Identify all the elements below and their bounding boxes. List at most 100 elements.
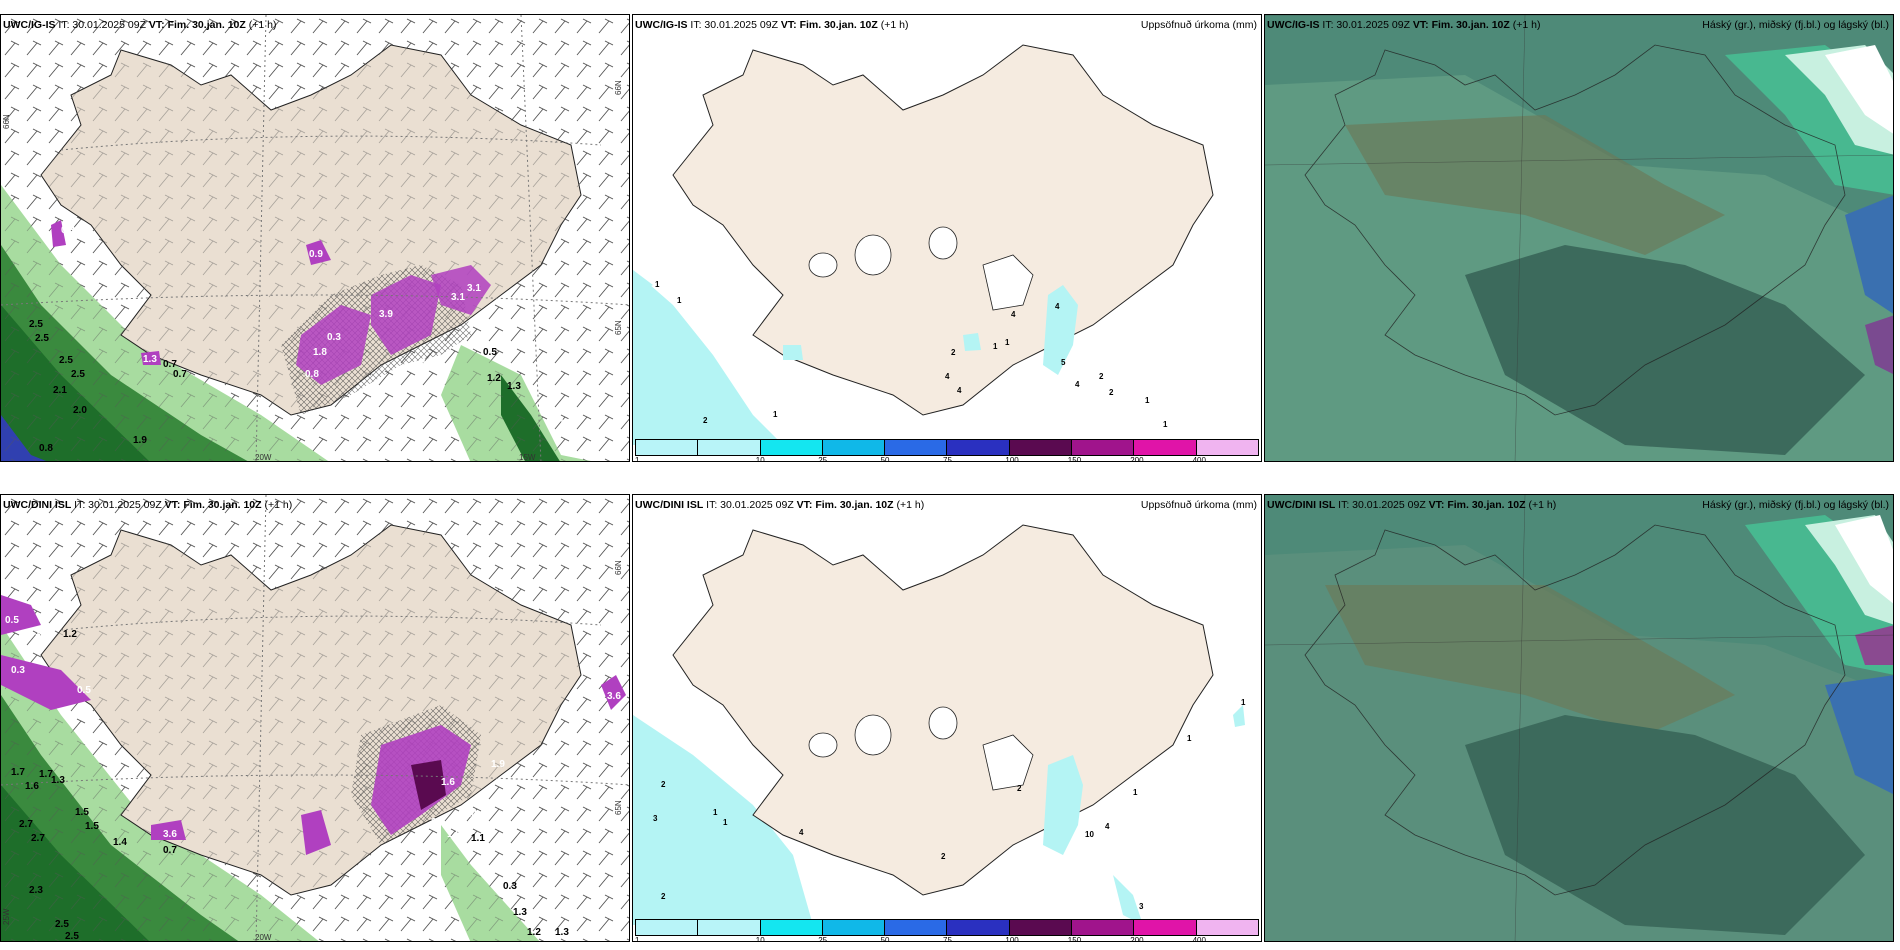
value-label: 1 [773,410,778,419]
lat-label: 65N [614,320,623,335]
value-label: 1.8 [313,347,327,358]
colorbar-label: 150 [1067,936,1082,942]
value-label: 3.6 [163,829,177,840]
wind-panel-dini: UWC/DINI ISL IT: 30.01.2025 09Z VT: Fim.… [0,494,630,942]
lon-label: 20W [255,453,272,462]
panel-header: UWC/IG-IS IT: 30.01.2025 09Z VT: Fim. 30… [635,19,909,31]
value-label: 1 [677,296,682,305]
colorbar-swatch [1196,920,1258,935]
value-label: 0.9 [309,249,323,260]
value-label: 1.4 [113,837,127,848]
value-label: 0.7 [173,369,187,380]
value-label: 2.5 [55,919,69,930]
value-label: 2.3 [29,885,43,896]
value-label: 0.3 [61,225,75,236]
value-label: 1.9 [491,759,505,770]
lat-label: 66N [2,114,11,129]
value-label: 3.9 [379,309,393,320]
colorbar-label: 400 [1192,456,1206,462]
colorbar-swatch [947,920,1010,935]
value-label: 1.5 [447,829,461,840]
value-label: 1 [1133,788,1138,797]
colorbar-label: 75 [943,936,952,942]
colorbar-label: 1 [635,936,640,942]
colorbar-swatch [1009,920,1073,935]
colorbar-label: 200 [1130,936,1144,942]
lon-label: 15W [519,453,536,462]
colorbar-label: 50 [880,456,890,462]
colorbar: 1 10 25 50 75 100 150 200 400 [633,919,1261,941]
colorbar-label: 10 [755,936,765,942]
colorbar-swatch [760,920,823,935]
value-label: 0.3 [327,332,341,343]
precip-map: 2 3 1 1 4 2 2 10 4 1 1 1 3 2 [633,495,1261,941]
colorbar-swatch [636,920,699,935]
panel-header: UWC/IG-IS IT: 30.01.2025 09Z VT: Fim. 30… [3,19,277,31]
value-label: 0.3 [503,881,517,892]
value-label: 1.3 [513,907,527,918]
value-label: 1.2 [487,373,501,384]
panel-header: UWC/DINI ISL IT: 30.01.2025 09Z VT: Fim.… [3,499,293,511]
value-label: 1.9 [133,435,147,446]
value-label: 0.5 [483,347,497,358]
panel-title: Uppsöfnuð úrkoma (mm) [1140,499,1257,511]
value-label: 1 [713,808,718,817]
value-label: 1.0 [559,417,573,428]
value-label: 2 [1109,388,1114,397]
lon-label: 20W [255,933,272,942]
colorbar-label: 50 [880,936,890,942]
value-label: 1.5 [75,807,89,818]
colorbar-swatch [1134,440,1197,455]
value-label: 3.1 [467,283,481,294]
value-label: 1.6 [25,781,39,792]
colorbar-label: 1 [635,456,640,462]
value-label: 0.5 [5,615,19,626]
wind-map: 66N 65N 20W 25W 0.5 1.6 1.2 0.3 0.5 1.7 … [1,495,629,942]
value-label: 4 [1055,302,1060,311]
panel-header: UWC/IG-IS IT: 30.01.2025 09Z VT: Fim. 30… [1267,19,1541,31]
colorbar-swatch [947,440,1010,455]
value-label: 1 [1145,396,1150,405]
colorbar-label: 75 [943,456,952,462]
precip-map: 1 1 2 1 2 4 1 1 4 4 5 4 2 2 4 1 1 [633,15,1261,461]
value-label: 2.0 [73,405,87,416]
value-label: 1 [1163,420,1168,429]
colorbar-swatch [698,440,761,455]
value-label: 1.3 [143,354,157,365]
colorbar-swatch [885,440,948,455]
value-label: 4 [945,372,950,381]
value-label: 0.8 [305,369,319,380]
value-label: 1.1 [471,833,485,844]
colorbar-label: 100 [1005,936,1019,942]
value-label: 4 [957,386,962,395]
value-label: 2 [703,416,708,425]
precip-panel-ig-is: UWC/IG-IS IT: 30.01.2025 09Z VT: Fim. 30… [632,14,1262,462]
value-label: 1 [1187,734,1192,743]
colorbar-swatch [698,920,761,935]
value-label: 1.3 [507,381,521,392]
colorbar: 1 10 25 50 75 100 150 200 400 [633,439,1261,461]
value-label: 4 [1075,380,1080,389]
value-label: 10 [1085,830,1094,839]
colorbar-swatch [822,440,886,455]
value-label: 1 [1241,698,1246,707]
value-label: 4 [799,828,804,837]
colorbar-swatch [636,440,699,455]
value-label: 1.7 [39,769,53,780]
value-label: 2.7 [19,819,33,830]
panel-title: Háský (gr.), miðský (fj.bl.) og lágský (… [1702,499,1889,511]
value-label: 0.7 [163,359,177,370]
value-label: 1.3 [51,775,65,786]
colorbar-swatch [885,920,948,935]
value-label: 2 [661,780,666,789]
value-label: 2.5 [35,333,49,344]
value-label: 2.5 [65,931,79,942]
precip-panel-dini: UWC/DINI ISL IT: 30.01.2025 09Z VT: Fim.… [632,494,1262,942]
value-label: 0.5 [77,685,91,696]
value-label: 1 [723,818,728,827]
lat-label: 65N [614,800,623,815]
value-label: 1.3 [555,927,569,938]
value-label: 1 [993,342,998,351]
panel-header: UWC/DINI ISL IT: 30.01.2025 09Z VT: Fim.… [1267,499,1557,511]
value-label: 1.2 [63,629,77,640]
